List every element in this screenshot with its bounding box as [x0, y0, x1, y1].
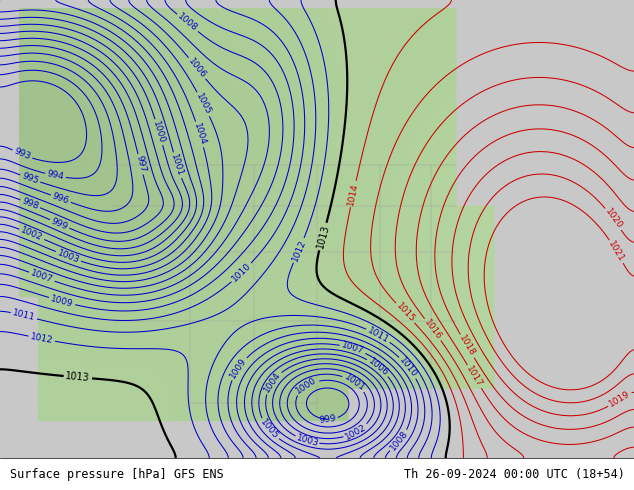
- Text: 1007: 1007: [340, 341, 365, 356]
- Text: 1018: 1018: [457, 334, 477, 358]
- Text: 1003: 1003: [56, 248, 81, 265]
- Text: 995: 995: [20, 172, 40, 186]
- Text: 1020: 1020: [603, 207, 624, 231]
- Text: 1011: 1011: [366, 326, 391, 344]
- Text: 1007: 1007: [30, 269, 54, 285]
- Text: 1001: 1001: [342, 372, 366, 393]
- Text: 1013: 1013: [65, 371, 91, 383]
- Text: 1002: 1002: [344, 422, 368, 441]
- Text: 1019: 1019: [607, 390, 632, 409]
- Text: 1000: 1000: [295, 376, 319, 396]
- Text: 1011: 1011: [11, 309, 36, 323]
- Text: 999: 999: [318, 414, 337, 425]
- Text: 1009: 1009: [228, 356, 249, 381]
- Text: 994: 994: [46, 170, 65, 182]
- Text: 1002: 1002: [20, 226, 44, 243]
- Text: 1004: 1004: [262, 370, 283, 394]
- Text: 1016: 1016: [422, 318, 443, 342]
- Text: 1008: 1008: [389, 429, 410, 453]
- Text: 1013: 1013: [315, 223, 331, 250]
- Text: 1005: 1005: [258, 417, 280, 441]
- Text: 1014: 1014: [346, 182, 360, 206]
- Text: 1010: 1010: [230, 262, 253, 284]
- Text: 1003: 1003: [295, 433, 320, 448]
- Text: 1021: 1021: [607, 239, 626, 264]
- Text: 998: 998: [20, 196, 40, 211]
- Text: 996: 996: [51, 192, 70, 206]
- Text: 1017: 1017: [465, 365, 484, 389]
- Text: 997: 997: [134, 155, 147, 173]
- Text: 1006: 1006: [366, 356, 390, 378]
- Text: 1005: 1005: [194, 92, 212, 117]
- Text: 1012: 1012: [290, 238, 307, 263]
- Text: Th 26-09-2024 00:00 UTC (18+54): Th 26-09-2024 00:00 UTC (18+54): [404, 467, 624, 481]
- Text: 1009: 1009: [49, 294, 74, 309]
- Text: 1010: 1010: [398, 356, 419, 379]
- Text: 1000: 1000: [152, 120, 167, 145]
- Text: 1008: 1008: [176, 12, 199, 34]
- Text: 1004: 1004: [192, 122, 207, 147]
- Text: 1012: 1012: [30, 332, 54, 345]
- Text: 999: 999: [50, 216, 69, 231]
- Text: 1006: 1006: [186, 56, 208, 80]
- Text: 1015: 1015: [394, 301, 417, 324]
- Text: 993: 993: [13, 147, 32, 162]
- Text: Surface pressure [hPa] GFS ENS: Surface pressure [hPa] GFS ENS: [10, 467, 223, 481]
- Text: 1001: 1001: [169, 153, 185, 178]
